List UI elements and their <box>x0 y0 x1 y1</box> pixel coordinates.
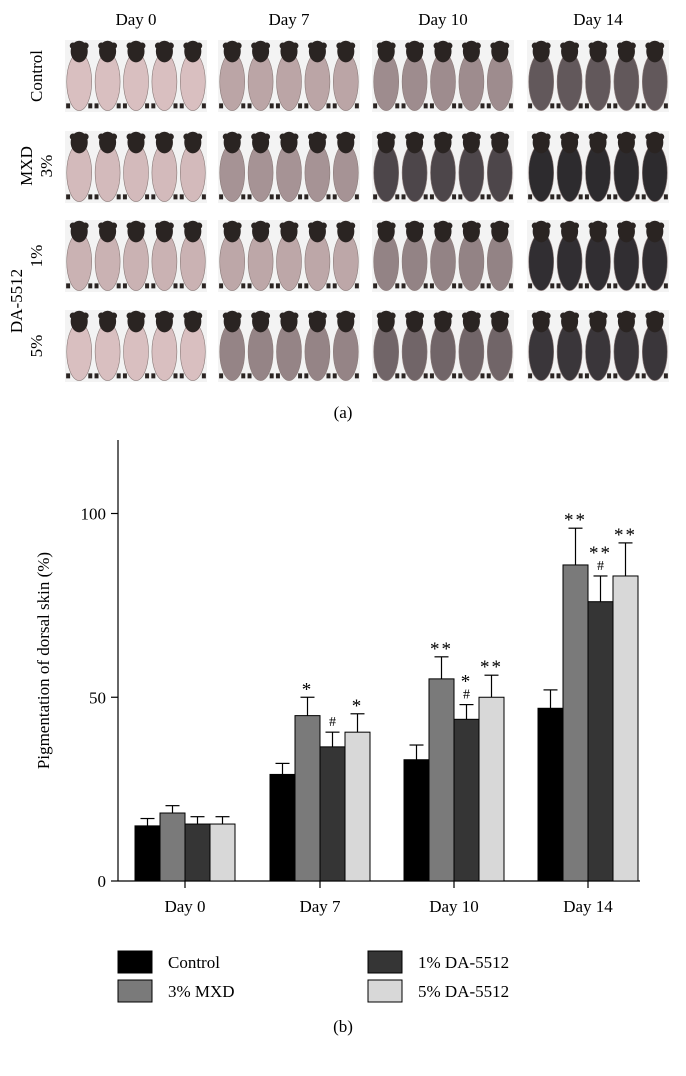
significance-mark: ** <box>430 639 453 660</box>
mouse-photo <box>372 220 514 292</box>
mouse-photo <box>65 220 207 292</box>
bar <box>403 759 430 882</box>
bar <box>562 564 589 882</box>
column-header: Day 14 <box>573 10 623 29</box>
column-header: Day 10 <box>418 10 468 29</box>
mouse-photo <box>372 310 514 382</box>
bar <box>344 731 371 882</box>
pigmentation-bar-chart: Pigmentation of dorsal skin (%) 0 50 100 Da… <box>34 440 640 1036</box>
row-label: 5% <box>27 335 46 358</box>
bar <box>134 825 161 882</box>
significance-mark: ** <box>589 543 612 564</box>
significance-mark: ** <box>564 510 587 531</box>
significance-mark: # <box>329 715 336 730</box>
significance-mark: # <box>597 559 604 574</box>
legend-swatch <box>117 950 153 974</box>
bar <box>428 678 455 882</box>
bar <box>294 715 321 882</box>
bar <box>478 696 505 882</box>
column-header: Day 7 <box>268 10 310 29</box>
bar <box>209 823 236 882</box>
legend-swatch <box>117 979 153 1003</box>
bar <box>587 601 614 882</box>
mouse-photo <box>527 220 669 292</box>
panel-a-label: (a) <box>334 403 353 422</box>
bar <box>269 773 296 882</box>
bar <box>612 575 639 882</box>
bar <box>159 812 186 882</box>
mouse-photo <box>527 40 669 112</box>
x-tick-label: Day 0 <box>164 897 205 916</box>
mouse-photo <box>218 40 360 112</box>
y-tick-label: 50 <box>89 688 106 707</box>
mouse-photo <box>527 310 669 382</box>
mouse-photo <box>218 131 360 203</box>
legend-swatch <box>367 950 403 974</box>
legend-label: 3% MXD <box>168 982 235 1001</box>
significance-mark: ** <box>480 657 503 678</box>
significance-mark: # <box>463 688 470 703</box>
mouse-photo <box>65 131 207 203</box>
x-tick-label: Day 10 <box>429 897 479 916</box>
x-tick-label: Day 14 <box>563 897 613 916</box>
y-axis-label: Pigmentation of dorsal skin (%) <box>34 552 53 769</box>
mouse-photo <box>218 310 360 382</box>
bar <box>537 707 564 882</box>
legend-label: 1% DA-5512 <box>418 953 509 972</box>
significance-mark: * <box>461 672 473 693</box>
significance-mark: * <box>352 696 364 717</box>
legend-label: Control <box>168 953 220 972</box>
mouse-photo <box>218 220 360 292</box>
x-tick-label: Day 7 <box>299 897 341 916</box>
legend-label: 5% DA-5512 <box>418 982 509 1001</box>
mouse-photo <box>65 310 207 382</box>
bar <box>319 746 346 882</box>
row-label: Control <box>27 50 46 102</box>
bar <box>453 718 480 882</box>
mouse-photo <box>372 40 514 112</box>
row-label: MXD <box>17 146 36 186</box>
legend-swatch <box>367 979 403 1003</box>
row-label: 1% <box>27 245 46 268</box>
da-5512-group-label: DA-5512 <box>7 269 26 333</box>
mouse-photo <box>65 40 207 112</box>
mouse-photo-grid: Day 0 Day 7 Day 10 Day 14 Control MXD 3% 1% 5%D… <box>7 10 669 422</box>
significance-mark: ** <box>614 525 637 546</box>
bar <box>184 823 211 882</box>
panel-b-label: (b) <box>333 1017 353 1036</box>
y-tick-label: 0 <box>98 872 107 891</box>
significance-mark: * <box>302 679 314 700</box>
mouse-photo <box>527 131 669 203</box>
row-label: 3% <box>37 155 56 178</box>
mouse-photo <box>372 131 514 203</box>
column-header: Day 0 <box>115 10 156 29</box>
y-tick-label: 100 <box>81 505 107 524</box>
